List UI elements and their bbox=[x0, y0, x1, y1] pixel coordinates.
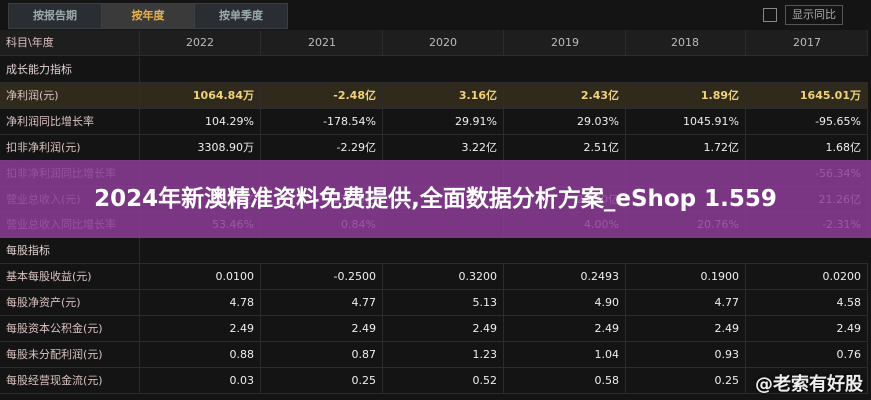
table-row: 每股未分配利润(元) 0.88 0.87 1.23 1.04 0.93 0.76 bbox=[0, 341, 868, 368]
table-row: 每股指标 bbox=[0, 238, 868, 265]
value-cell: 0.88 bbox=[140, 341, 261, 367]
value-cell: 29.03% bbox=[505, 108, 626, 134]
header-cell: 科目\年度 bbox=[0, 30, 140, 55]
banner-text: 2024年新澳精准资料免费提供,全面数据分析方案_eShop 1.559 bbox=[94, 186, 777, 212]
value-cell: 0.3200 bbox=[383, 264, 504, 290]
value-cell: 4.77 bbox=[625, 290, 746, 316]
value-cell: 4.78 bbox=[140, 290, 261, 316]
row-label: 净利润(元) bbox=[0, 82, 140, 108]
section-label: 成长能力指标 bbox=[0, 57, 140, 82]
row-label: 扣非净利润(元) bbox=[0, 134, 140, 160]
row-label: 每股资本公积金(元) bbox=[0, 316, 140, 341]
header-cell: 2018 bbox=[625, 30, 746, 55]
value-cell bbox=[747, 367, 868, 393]
watermark: @老索有好股 bbox=[755, 374, 863, 395]
value-cell: 2.49 bbox=[140, 316, 261, 341]
value-cell: 2.51亿 bbox=[505, 134, 626, 160]
table-row: 每股经营现金流(元) 0.03 0.25 0.52 0.58 0.25 bbox=[0, 367, 868, 394]
value-cell: 4.77 bbox=[262, 290, 383, 316]
value-cell: 1.89亿 bbox=[625, 82, 746, 108]
value-cell: 1.23 bbox=[383, 341, 504, 367]
value-cell: 2.49 bbox=[262, 316, 383, 341]
value-cell: -2.29亿 bbox=[262, 134, 383, 160]
value-cell: 0.58 bbox=[505, 367, 626, 393]
value-cell: 29.91% bbox=[383, 108, 504, 134]
value-cell: 1.68亿 bbox=[747, 134, 868, 160]
value-cell: 0.1900 bbox=[625, 264, 746, 290]
table-row: 每股净资产(元) 4.78 4.77 5.13 4.90 4.77 4.58 bbox=[0, 290, 868, 317]
value-cell: 2.43亿 bbox=[505, 82, 626, 108]
value-cell: 2.49 bbox=[505, 316, 626, 341]
value-cell: -178.54% bbox=[262, 108, 383, 134]
row-label: 每股净资产(元) bbox=[0, 290, 140, 316]
value-cell: -2.48亿 bbox=[262, 82, 383, 108]
table-row: 科目\年度 2022 2021 2020 2019 2018 2017 bbox=[0, 30, 868, 56]
value-cell: 4.58 bbox=[747, 290, 868, 316]
tab[interactable]: 按年度 bbox=[101, 3, 195, 29]
value-cell: 2.49 bbox=[747, 316, 868, 341]
table-row: 成长能力指标 bbox=[0, 57, 868, 83]
value-cell: 2.49 bbox=[383, 316, 504, 341]
table-row: 净利润同比增长率 104.29% -178.54% 29.91% 29.03% 1045.… bbox=[0, 108, 868, 135]
tab[interactable]: 按报告期 bbox=[8, 3, 102, 29]
checkbox[interactable] bbox=[763, 8, 777, 22]
value-cell: 0.93 bbox=[625, 341, 746, 367]
row-label: 基本每股收益(元) bbox=[0, 264, 140, 290]
value-cell: -0.2500 bbox=[262, 264, 383, 290]
value-cell: 0.25 bbox=[625, 367, 746, 393]
value-cell: 0.0100 bbox=[140, 264, 261, 290]
value-cell: -95.65% bbox=[747, 108, 868, 134]
value-cell: 0.52 bbox=[383, 367, 504, 393]
row-label: 每股未分配利润(元) bbox=[0, 341, 140, 367]
section-label: 每股指标 bbox=[0, 238, 140, 264]
value-cell: 0.03 bbox=[140, 367, 261, 393]
header-cell: 2019 bbox=[505, 30, 626, 55]
value-cell: 1.04 bbox=[505, 341, 626, 367]
value-cell: 0.25 bbox=[262, 367, 383, 393]
value-cell: 3308.90万 bbox=[140, 134, 261, 160]
row-label: 每股经营现金流(元) bbox=[0, 367, 140, 393]
tab[interactable]: 按单季度 bbox=[194, 3, 288, 29]
value-cell: 4.90 bbox=[505, 290, 626, 316]
value-cell: 1645.01万 bbox=[747, 82, 868, 108]
value-cell: 0.76 bbox=[747, 341, 868, 367]
header-cell: 2020 bbox=[383, 30, 504, 55]
header-cell: 2017 bbox=[747, 30, 868, 55]
value-cell: 1045.91% bbox=[625, 108, 746, 134]
header-cell: 2022 bbox=[140, 30, 261, 55]
value-cell: 104.29% bbox=[140, 108, 261, 134]
table-row: 每股资本公积金(元) 2.49 2.49 2.49 2.49 2.49 2.49 bbox=[0, 316, 868, 342]
value-cell: 1.72亿 bbox=[625, 134, 746, 160]
banner: 2024年新澳精准资料免费提供,全面数据分析方案_eShop 1.559 bbox=[0, 160, 871, 238]
row-label: 净利润同比增长率 bbox=[0, 108, 140, 134]
table-row: 基本每股收益(元) 0.0100 -0.2500 0.3200 0.2493 0.1900… bbox=[0, 264, 868, 291]
value-cell: 0.87 bbox=[262, 341, 383, 367]
value-cell: 2.49 bbox=[625, 316, 746, 341]
value-cell: 5.13 bbox=[383, 290, 504, 316]
value-cell: 1064.84万 bbox=[140, 82, 261, 108]
value-cell: 0.2493 bbox=[505, 264, 626, 290]
header-cell: 2021 bbox=[262, 30, 383, 55]
value-cell: 0.0200 bbox=[747, 264, 868, 290]
table-row: 净利润(元) 1064.84万 -2.48亿 3.16亿 2.43亿 1.89亿 1645.… bbox=[0, 82, 868, 109]
value-cell: 3.22亿 bbox=[383, 134, 504, 160]
toggle-label[interactable]: 显示同比 bbox=[785, 5, 843, 25]
table-row: 扣非净利润(元) 3308.90万 -2.29亿 3.22亿 2.51亿 1.72亿 1.6… bbox=[0, 134, 868, 161]
value-cell: 3.16亿 bbox=[383, 82, 504, 108]
